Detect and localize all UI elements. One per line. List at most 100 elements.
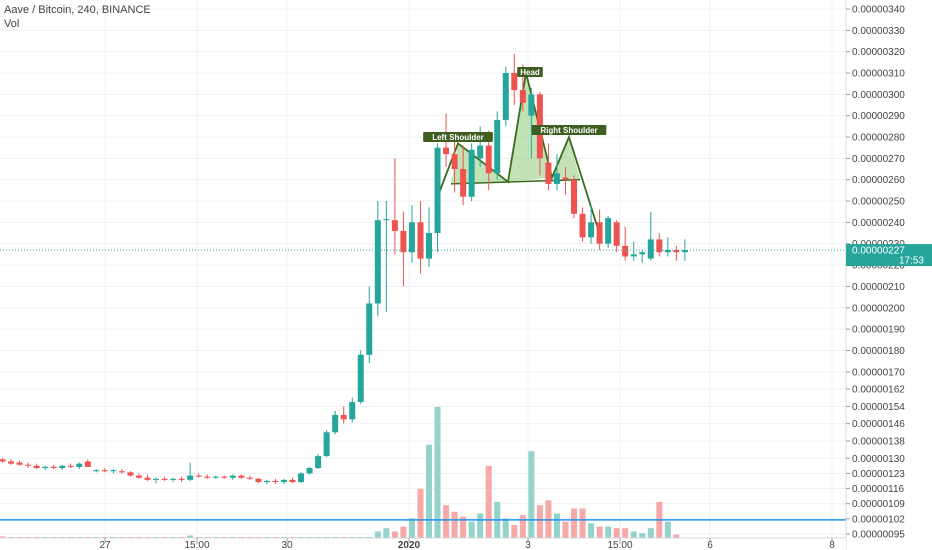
candle [101,467,108,473]
candle [187,462,194,481]
candle [647,211,654,261]
candle-body [349,401,356,420]
candle-body [76,463,83,467]
candle [545,143,552,191]
candle-body [673,250,680,253]
candle-body [263,480,270,483]
volume-bar [622,528,629,538]
price-tick-label: 0.00000130 [852,454,905,465]
volume-bar [485,465,492,538]
candle [613,220,620,253]
candle-body [255,478,262,483]
candle-body [187,475,194,480]
candle [673,245,680,261]
candle-body [494,119,501,174]
volume-bar [187,535,194,538]
candle-body [579,213,586,238]
candle-body [144,477,151,480]
head-label-bg [517,67,543,77]
volume-bar [391,531,398,538]
volume-bar [519,515,526,538]
candle [306,466,313,475]
candle [571,175,578,219]
price-tick-label: 0.00000109 [852,499,905,510]
volume-bar [443,505,450,538]
time-tick-label: 3 [525,540,531,550]
candle-body [59,465,66,468]
time-tick-label: 15:00 [607,540,632,550]
candle-body [357,354,364,402]
candle-body [340,414,347,420]
candle-body [605,218,612,244]
candle-body [613,222,620,246]
candle-body [408,222,415,253]
volume-bar [511,524,518,538]
candle-body [485,145,492,174]
countdown-timer: 17:53 [899,256,924,267]
candle-body [383,219,390,221]
candle [178,476,185,483]
right-shoulder-label-text: Right Shoulder [540,126,597,135]
candle-body [511,73,518,91]
volume-bar [468,521,475,538]
price-tick-label: 0.00000138 [852,436,905,447]
candle-body [596,222,603,244]
candle-body [391,220,398,231]
candle [562,166,569,195]
candle-body [135,475,142,478]
candle [246,475,253,480]
volume-bar [545,500,552,538]
candle-body [306,467,313,474]
candle [596,209,603,251]
candle [298,472,305,484]
candle [579,207,586,242]
candle [67,463,74,468]
candle-body [647,239,654,259]
price-tick-label: 0.00000310 [852,69,905,80]
time-tick-label: 15:00 [184,540,209,550]
candle-body [630,254,637,257]
candle-body [229,475,236,478]
volume-bar [639,533,646,538]
candle-body [588,222,595,238]
volume-label: Vol [4,18,20,30]
volume-bar [502,518,509,538]
candle-body [212,476,219,478]
candle [33,463,40,470]
candle-body [84,461,91,467]
price-tick-label: 0.00000340 [852,5,905,16]
candle-body [289,479,296,483]
candle [161,476,168,481]
candle-body [127,472,134,476]
candle [0,458,6,463]
candle [528,87,535,159]
right-shoulder-label-bg [531,125,607,135]
candle-body [374,220,381,304]
price-tick-label: 0.00000190 [852,325,905,336]
price-tick-label: 0.00000180 [852,346,905,357]
candle [127,471,134,477]
candle-body [451,154,458,169]
price-tick-label: 0.00000123 [852,469,905,480]
price-tick-label: 0.00000280 [852,133,905,144]
candle [255,477,262,484]
candle-body [639,252,646,255]
candle [289,477,296,484]
candle [110,469,117,474]
candle [144,474,151,481]
candle-body [443,147,450,155]
candle [195,473,202,478]
candle-body [562,177,569,180]
candle [605,215,612,248]
candle-body [170,478,177,480]
candle-body [622,245,629,257]
candle-body [681,250,688,253]
volume-bar [553,513,560,538]
candle [340,406,347,424]
candle [400,211,407,287]
chart-legend: Aave / Bitcoin, 240, BINANCE Vol [4,3,151,31]
volume-bar [374,531,381,538]
candle [229,474,236,480]
